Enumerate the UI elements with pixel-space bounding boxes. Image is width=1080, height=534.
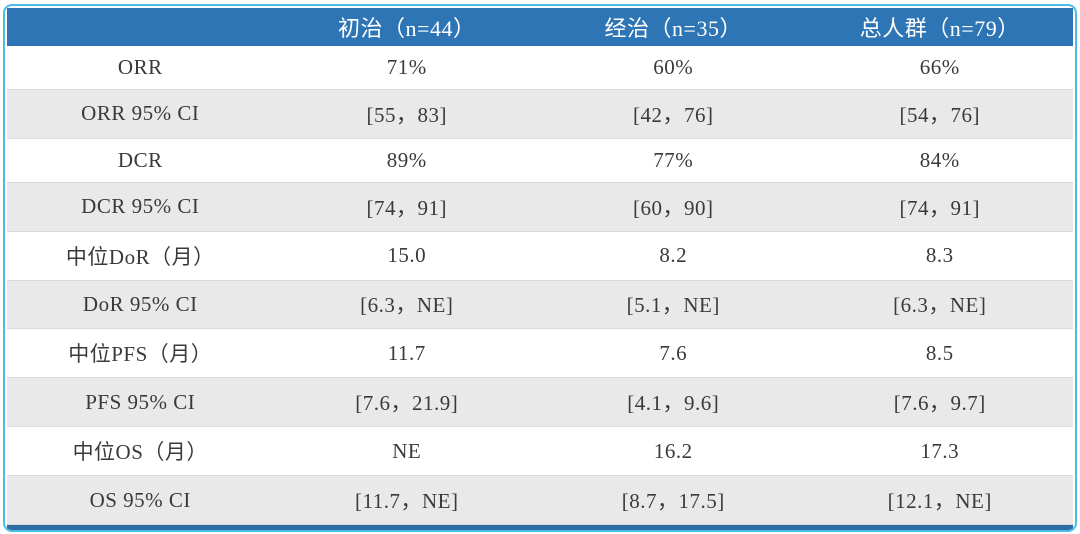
table-row-pfs-ci: PFS 95% CI [7.6，21.9] [4.1，9.6] [7.6，9.7… <box>7 377 1073 428</box>
table-row-median-dor: 中位DoR（月） 15.0 8.2 8.3 <box>7 231 1073 280</box>
table-row-dcr-ci: DCR 95% CI [74，91] [60，90] [74，91] <box>7 181 1073 232</box>
cell-value: 7.6 <box>659 340 688 365</box>
cell-value: 17.3 <box>920 438 960 463</box>
cell-value: [74，91] <box>366 195 447 220</box>
cell-value: [55，83] <box>366 102 447 127</box>
efficacy-results-table: 初治（n=44） 经治（n=35） 总人群（n=79） ORR 71% 60% … <box>3 4 1077 532</box>
cell-value: 60% <box>653 54 694 79</box>
table-header-row: 初治（n=44） 经治（n=35） 总人群（n=79） <box>7 8 1073 46</box>
cell-value: [8.7，17.5] <box>621 489 725 514</box>
cell-value: 89% <box>386 147 427 172</box>
row-label: 中位DoR（月） <box>65 244 215 269</box>
row-label: ORR <box>117 54 163 79</box>
table-row-median-pfs: 中位PFS（月） 11.7 7.6 8.5 <box>7 329 1073 378</box>
column-header-treatment-naive: 初治（n=44） <box>338 16 476 41</box>
column-header-total-population: 总人群（n=79） <box>859 16 1020 41</box>
row-label: DCR <box>117 147 163 172</box>
row-label: OS 95% CI <box>89 487 191 512</box>
cell-value: [4.1，9.6] <box>627 391 720 416</box>
cell-value: 8.2 <box>659 243 688 268</box>
cell-value: 8.5 <box>925 340 954 365</box>
row-label: ORR 95% CI <box>81 101 200 126</box>
row-label: 中位PFS（月） <box>68 342 213 367</box>
cell-value: [7.6，9.7] <box>893 391 986 416</box>
cell-value: [5.1，NE] <box>626 293 720 318</box>
cell-value: [12.1，NE] <box>887 489 992 514</box>
column-header-previously-treated: 经治（n=35） <box>604 16 742 41</box>
table-row-median-os: 中位OS（月） NE 16.2 17.3 <box>7 427 1073 476</box>
cell-value: [6.3，NE] <box>360 293 454 318</box>
cell-value: [7.6，21.9] <box>355 391 459 416</box>
cell-value: 15.0 <box>387 243 427 268</box>
cell-value: 66% <box>919 54 960 79</box>
cell-value: 8.3 <box>925 243 954 268</box>
table-row-os-ci: OS 95% CI [11.7，NE] [8.7，17.5] [12.1，NE] <box>7 475 1073 526</box>
table-bottom-accent-bar <box>7 525 1073 530</box>
cell-value: 11.7 <box>387 340 426 365</box>
table-row-dcr: DCR 89% 77% 84% <box>7 138 1073 182</box>
row-label: DoR 95% CI <box>82 291 198 316</box>
cell-value: 77% <box>653 147 694 172</box>
cell-value: [11.7，NE] <box>355 489 459 514</box>
cell-value: 84% <box>919 147 960 172</box>
cell-value: [42，76] <box>633 102 714 127</box>
cell-value: 71% <box>386 54 427 79</box>
row-label: DCR 95% CI <box>81 194 200 219</box>
row-label: 中位OS（月） <box>72 440 208 465</box>
cell-value: NE <box>392 438 422 463</box>
table-row-dor-ci: DoR 95% CI [6.3，NE] [5.1，NE] [6.3，NE] <box>7 279 1073 330</box>
cell-value: [60，90] <box>633 195 714 220</box>
row-label: PFS 95% CI <box>85 389 196 414</box>
table-row-orr-ci: ORR 95% CI [55，83] [42，76] [54，76] <box>7 88 1073 139</box>
cell-value: 16.2 <box>653 438 693 463</box>
cell-value: [6.3，NE] <box>893 293 987 318</box>
table-body: ORR 71% 60% 66% ORR 95% CI [55，83] [42，7… <box>7 46 1073 526</box>
cell-value: [54，76] <box>899 102 980 127</box>
table-row-orr: ORR 71% 60% 66% <box>7 46 1073 89</box>
cell-value: [74，91] <box>899 195 980 220</box>
